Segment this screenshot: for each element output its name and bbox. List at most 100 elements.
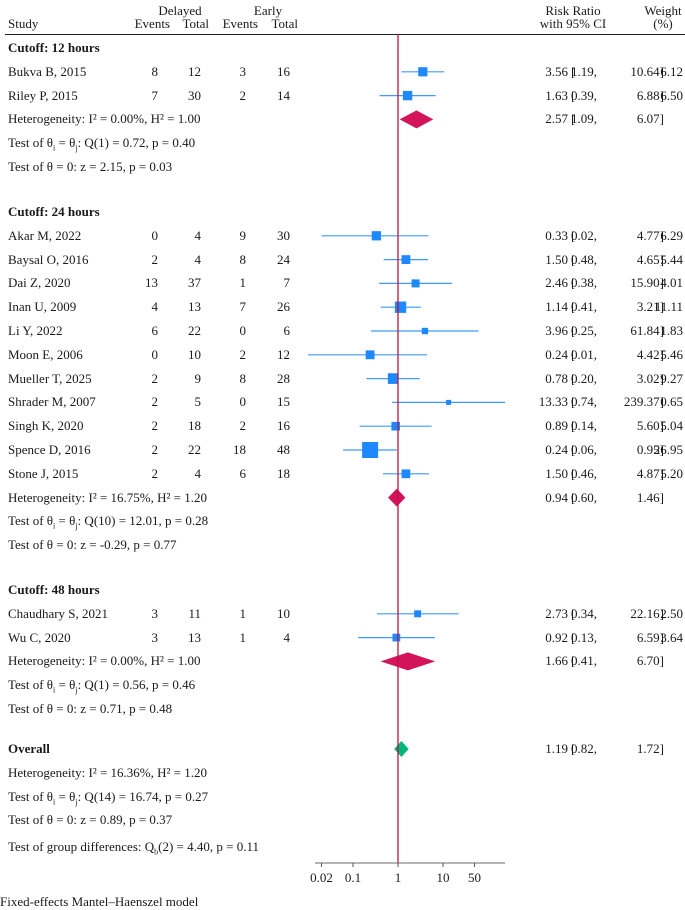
delayed-events: 6 xyxy=(151,323,159,338)
header-early-total: Total xyxy=(271,16,298,31)
study-name: Mueller T, 2025 xyxy=(8,370,92,386)
ci-upper-value: 239.37] xyxy=(623,394,664,410)
ci-bracket-open: [ xyxy=(571,87,576,103)
ci-lower-value: 1.19, xyxy=(571,63,597,79)
test-theta-i-j: Test of θi = θj: Q(1) = 0.56, p = 0.46 xyxy=(8,677,196,695)
ci-upper-value: 61.84] xyxy=(630,323,664,338)
ci-upper-value: 6.07] xyxy=(636,111,664,127)
early-events: 8 xyxy=(239,251,247,267)
ci-lower-value: 0.39, xyxy=(571,87,597,103)
ci-bracket-open: [ xyxy=(571,489,576,505)
study-marker xyxy=(421,327,429,335)
study-name: Bukva B, 2015 xyxy=(8,63,87,79)
study-weight: 6.12 xyxy=(660,63,683,79)
ci-lower-value: 0.13, xyxy=(571,629,597,645)
test-group-differences: Test of group differences: Qb(2) = 4.40,… xyxy=(8,839,259,857)
study-weight: 5.20 xyxy=(660,465,683,481)
study-marker xyxy=(392,633,401,642)
ci-lower-value: 0.74, xyxy=(571,394,597,410)
risk-ratio-value: 1.50 xyxy=(545,465,568,481)
delayed-events: 2 xyxy=(151,442,159,457)
header-delayed-events: Events xyxy=(134,16,170,31)
delayed-total: 11 xyxy=(188,605,201,621)
ci-lower-value: 0.20, xyxy=(571,370,597,386)
delayed-events: 0 xyxy=(151,227,159,243)
study-name: Akar M, 2022 xyxy=(8,227,82,243)
x-axis-tick-label: 10 xyxy=(436,870,450,885)
early-events: 9 xyxy=(239,227,247,243)
early-events: 0 xyxy=(239,323,247,338)
risk-ratio-value: 2.73 xyxy=(545,605,568,621)
early-total: 4 xyxy=(283,629,291,645)
delayed-events: 2 xyxy=(151,418,159,434)
subgroup-diamond xyxy=(399,110,434,129)
early-events: 7 xyxy=(239,299,247,315)
header-delayed-total: Total xyxy=(182,16,209,31)
delayed-events: 3 xyxy=(151,605,159,621)
ci-upper-value: 22.16] xyxy=(630,605,664,621)
risk-ratio-value: 1.19 xyxy=(545,741,568,756)
delayed-total: 22 xyxy=(188,442,201,457)
ci-bracket-open: [ xyxy=(571,370,576,386)
ci-upper-value: 3.21] xyxy=(636,299,664,315)
study-weight: 9.27 xyxy=(660,370,683,386)
early-events: 2 xyxy=(239,418,247,434)
heterogeneity-stat: Heterogeneity: I² = 0.00%, H² = 1.00 xyxy=(8,653,201,669)
ci-upper-value: 6.70] xyxy=(636,653,664,669)
study-marker xyxy=(414,610,422,618)
ci-upper-value: 4.65] xyxy=(636,251,664,267)
ci-lower-value: 0.82, xyxy=(571,741,597,756)
ci-lower-value: 0.48, xyxy=(571,251,597,267)
delayed-events: 7 xyxy=(151,87,159,103)
delayed-total: 18 xyxy=(188,418,201,434)
delayed-total: 4 xyxy=(194,227,202,243)
early-total: 48 xyxy=(277,442,290,457)
study-weight: 5.46 xyxy=(660,346,683,362)
overall-heterogeneity: Heterogeneity: I² = 16.36%, H² = 1.20 xyxy=(8,764,207,780)
ci-lower-value: 0.06, xyxy=(571,442,597,457)
risk-ratio-value: 0.89 xyxy=(545,418,568,434)
study-marker xyxy=(418,67,428,77)
ci-lower-value: 0.01, xyxy=(571,346,597,362)
header-delayed: Delayed xyxy=(158,3,202,18)
delayed-total: 37 xyxy=(188,275,201,291)
heterogeneity-stat: Heterogeneity: I² = 0.00%, H² = 1.00 xyxy=(8,111,201,127)
study-weight: 1.83 xyxy=(660,323,683,338)
study-name: Chaudhary S, 2021 xyxy=(8,605,109,621)
ci-upper-value: 1.72] xyxy=(636,741,664,756)
subgroup-diamond xyxy=(388,488,406,507)
ci-bracket-open: [ xyxy=(571,741,576,756)
ci-lower-value: 0.25, xyxy=(571,323,597,338)
delayed-total: 12 xyxy=(188,63,201,79)
study-name: Inan U, 2009 xyxy=(8,299,77,315)
header-rule xyxy=(5,34,685,35)
ci-bracket-open: [ xyxy=(571,323,576,338)
study-name: Spence D, 2016 xyxy=(8,442,91,457)
study-marker xyxy=(391,421,401,431)
delayed-total: 13 xyxy=(188,299,201,315)
ci-upper-value: 4.77] xyxy=(636,227,664,243)
delayed-events: 0 xyxy=(151,346,159,362)
ci-bracket-open: [ xyxy=(571,442,576,457)
risk-ratio-value: 1.66 xyxy=(545,653,568,669)
ci-lower-value: 0.46, xyxy=(571,465,597,481)
test-theta-i-j: Test of θi = θj: Q(1) = 0.72, p = 0.40 xyxy=(8,135,196,153)
risk-ratio-value: 1.14 xyxy=(545,299,568,315)
study-weight: 6.29 xyxy=(660,227,683,243)
ci-upper-value: 5.60] xyxy=(636,418,664,434)
risk-ratio-value: 1.50 xyxy=(545,251,568,267)
delayed-total: 9 xyxy=(194,370,202,386)
test-theta-zero: Test of θ = 0: z = -0.29, p = 0.77 xyxy=(8,537,177,553)
header-weight: Weight xyxy=(644,3,682,18)
ci-bracket-open: [ xyxy=(571,63,576,79)
early-total: 12 xyxy=(277,346,290,362)
study-marker xyxy=(387,373,399,384)
ci-bracket-open: [ xyxy=(571,251,576,267)
header-risk-ratio: Risk Ratio xyxy=(545,3,601,18)
ci-bracket-open: [ xyxy=(571,299,576,315)
early-events: 1 xyxy=(239,629,247,645)
study-marker xyxy=(401,469,411,479)
ci-upper-value: 15.90] xyxy=(630,275,664,291)
risk-ratio-value: 3.56 xyxy=(545,63,568,79)
